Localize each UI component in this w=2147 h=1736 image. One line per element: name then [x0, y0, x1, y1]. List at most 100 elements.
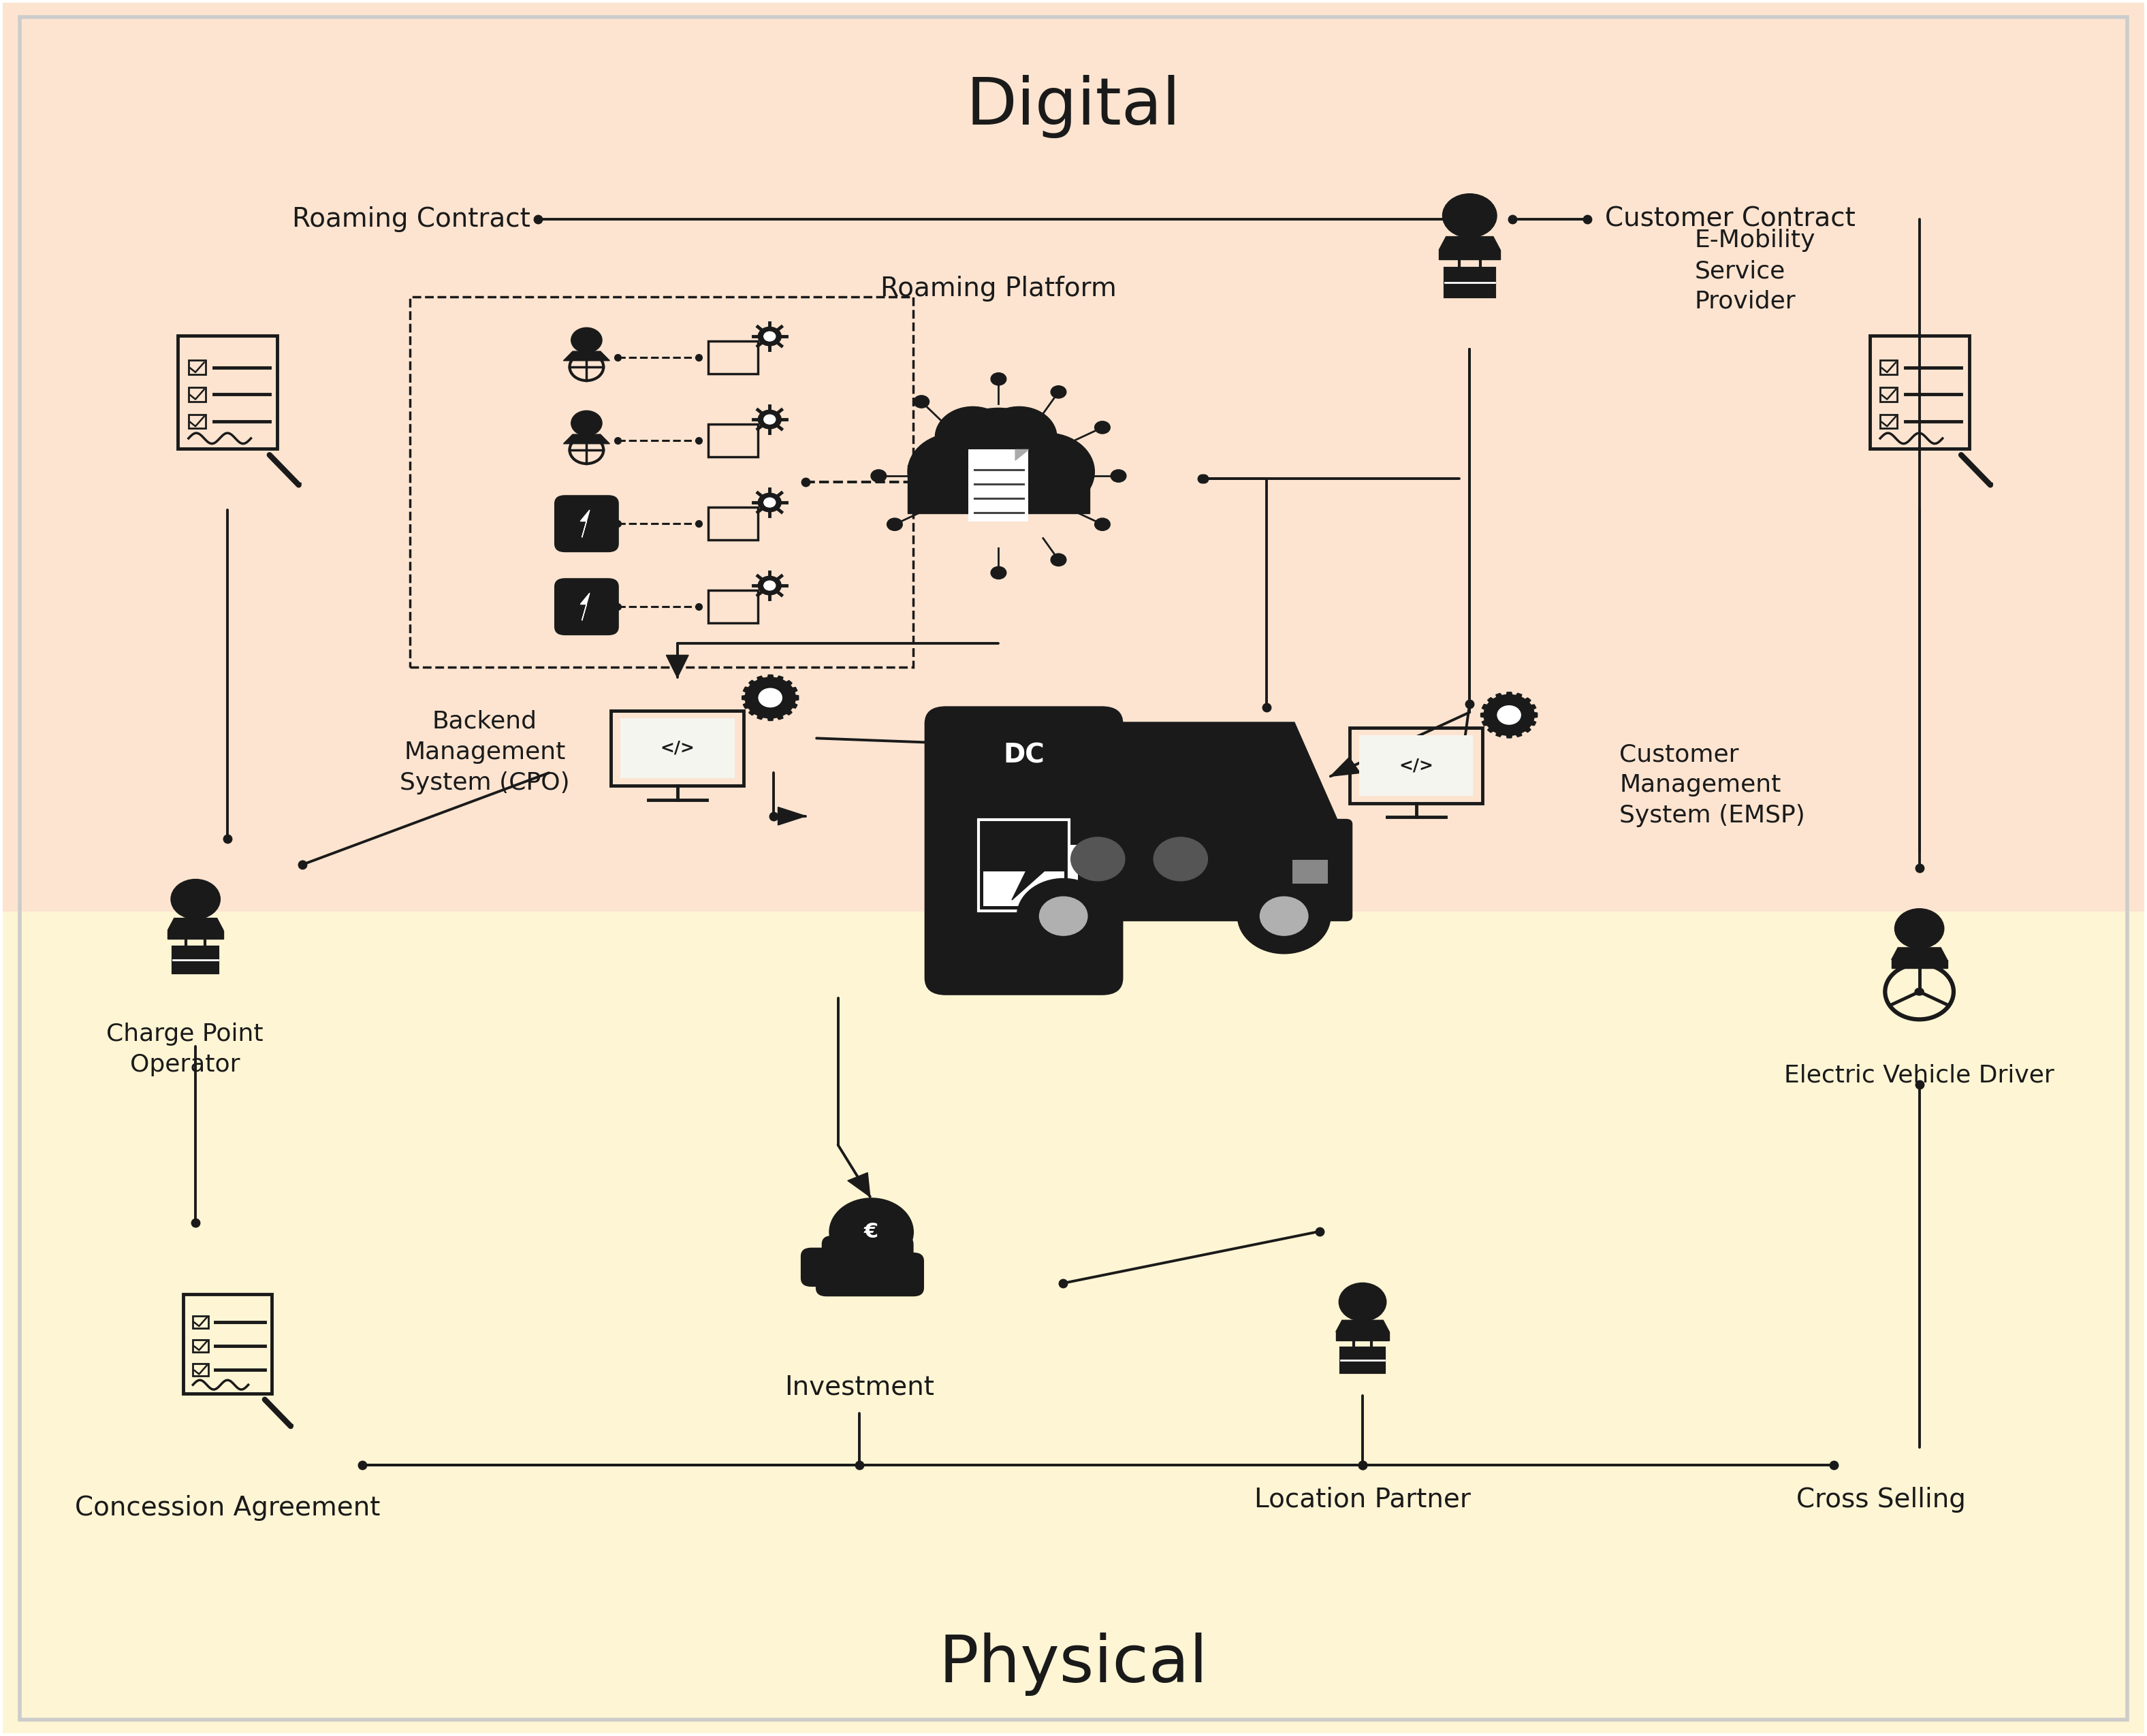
Circle shape	[1018, 878, 1110, 953]
Circle shape	[1260, 898, 1308, 936]
Text: Physical: Physical	[938, 1632, 1209, 1696]
Polygon shape	[1003, 828, 1050, 899]
Text: Roaming Contract: Roaming Contract	[292, 207, 530, 233]
FancyBboxPatch shape	[1069, 845, 1078, 885]
Polygon shape	[563, 351, 610, 361]
Circle shape	[992, 566, 1007, 580]
Polygon shape	[908, 465, 1089, 514]
Circle shape	[764, 415, 775, 424]
Polygon shape	[777, 807, 805, 825]
Polygon shape	[1892, 960, 1947, 969]
FancyBboxPatch shape	[839, 1236, 878, 1272]
Circle shape	[998, 432, 1095, 510]
Circle shape	[764, 332, 775, 340]
Polygon shape	[580, 594, 590, 620]
FancyBboxPatch shape	[1292, 859, 1329, 884]
Circle shape	[758, 410, 782, 429]
Circle shape	[829, 1198, 912, 1266]
FancyBboxPatch shape	[968, 450, 1028, 521]
Polygon shape	[848, 1172, 870, 1196]
Circle shape	[1443, 194, 1496, 238]
FancyBboxPatch shape	[925, 707, 1123, 995]
FancyBboxPatch shape	[983, 871, 1065, 906]
Text: Cross Selling: Cross Selling	[1797, 1486, 1965, 1512]
Circle shape	[887, 517, 902, 531]
FancyBboxPatch shape	[876, 1236, 912, 1272]
Text: Customer Contract: Customer Contract	[1604, 207, 1855, 233]
Polygon shape	[1335, 1321, 1389, 1332]
Circle shape	[1340, 1283, 1387, 1321]
Polygon shape	[1250, 745, 1277, 764]
FancyBboxPatch shape	[1445, 267, 1494, 297]
Polygon shape	[563, 434, 610, 444]
Polygon shape	[1892, 948, 1947, 960]
Text: Electric Vehicle Driver: Electric Vehicle Driver	[1784, 1064, 2055, 1087]
Polygon shape	[1335, 1332, 1389, 1340]
Polygon shape	[1481, 693, 1537, 738]
Circle shape	[872, 470, 887, 483]
Circle shape	[936, 408, 1061, 507]
Circle shape	[1050, 554, 1067, 566]
Polygon shape	[1438, 236, 1501, 250]
Circle shape	[908, 432, 1003, 510]
Polygon shape	[1438, 250, 1501, 259]
Text: </>: </>	[1400, 757, 1434, 774]
Text: Investment: Investment	[784, 1375, 934, 1399]
Text: Customer
Management
System (EMSP): Customer Management System (EMSP)	[1619, 743, 1806, 826]
Text: Concession Agreement: Concession Agreement	[75, 1495, 380, 1521]
Polygon shape	[1018, 722, 1340, 825]
Circle shape	[915, 396, 930, 408]
FancyBboxPatch shape	[1342, 1347, 1385, 1373]
Text: Digital: Digital	[966, 75, 1181, 139]
Polygon shape	[1016, 450, 1028, 460]
FancyBboxPatch shape	[801, 1248, 844, 1286]
Circle shape	[1050, 385, 1067, 398]
FancyBboxPatch shape	[1359, 736, 1473, 795]
Circle shape	[1915, 988, 1924, 995]
Circle shape	[758, 687, 782, 708]
Polygon shape	[2, 911, 2145, 1733]
FancyBboxPatch shape	[554, 578, 618, 635]
FancyBboxPatch shape	[857, 1236, 895, 1272]
Circle shape	[1237, 878, 1331, 953]
Circle shape	[764, 582, 775, 590]
FancyBboxPatch shape	[994, 819, 1353, 922]
Text: E-Mobility
Service
Provider: E-Mobility Service Provider	[1694, 229, 1816, 312]
Polygon shape	[743, 675, 799, 720]
Circle shape	[758, 576, 782, 595]
Circle shape	[758, 493, 782, 512]
Text: </>: </>	[659, 740, 696, 757]
Circle shape	[571, 411, 601, 436]
Polygon shape	[1331, 757, 1361, 776]
Text: Backend
Management
System (CPO): Backend Management System (CPO)	[399, 710, 569, 793]
Circle shape	[571, 328, 601, 352]
Circle shape	[1110, 470, 1127, 483]
Polygon shape	[666, 654, 689, 677]
Polygon shape	[167, 918, 223, 930]
Polygon shape	[580, 510, 590, 538]
FancyBboxPatch shape	[620, 719, 734, 778]
FancyBboxPatch shape	[816, 1252, 923, 1297]
Circle shape	[172, 878, 221, 918]
FancyBboxPatch shape	[554, 495, 618, 552]
Circle shape	[992, 373, 1007, 385]
Circle shape	[1039, 898, 1086, 936]
Circle shape	[758, 326, 782, 345]
Circle shape	[1071, 837, 1125, 880]
Text: Location Partner: Location Partner	[1254, 1486, 1471, 1512]
Circle shape	[1496, 705, 1522, 726]
Circle shape	[1095, 422, 1110, 434]
Circle shape	[1153, 837, 1207, 880]
Circle shape	[936, 406, 1011, 467]
Polygon shape	[167, 930, 223, 939]
Circle shape	[1894, 908, 1943, 948]
FancyBboxPatch shape	[174, 946, 219, 972]
Polygon shape	[2, 3, 2145, 911]
Text: DC: DC	[1003, 741, 1043, 767]
Text: Roaming Platform: Roaming Platform	[880, 276, 1116, 302]
Text: Charge Point
Operator: Charge Point Operator	[107, 1023, 264, 1076]
FancyBboxPatch shape	[822, 1236, 859, 1272]
Circle shape	[764, 498, 775, 507]
Circle shape	[981, 406, 1056, 467]
Text: €: €	[863, 1222, 878, 1241]
